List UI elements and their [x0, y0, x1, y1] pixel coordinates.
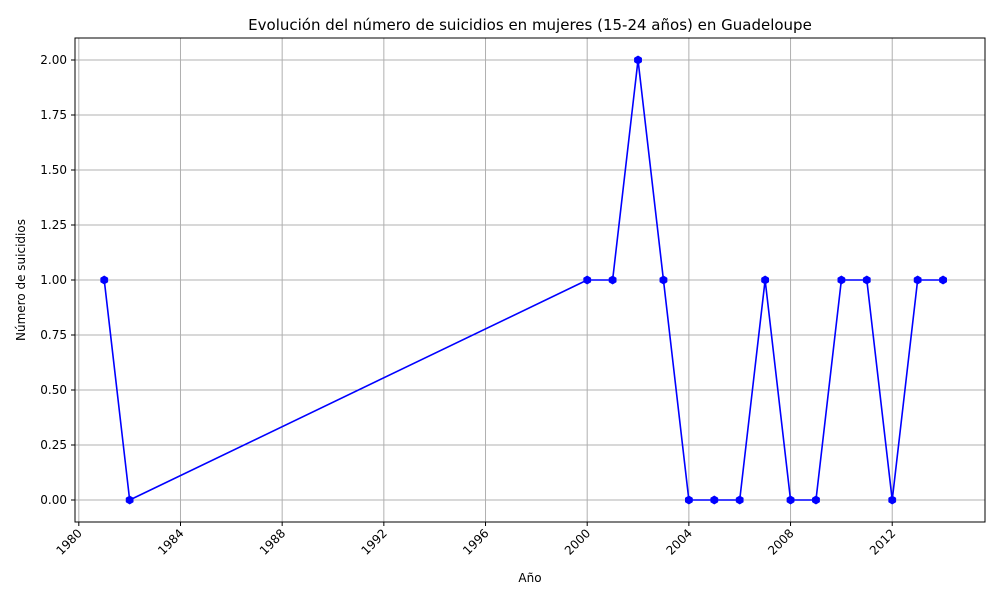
- data-point: [125, 495, 134, 505]
- data-point: [608, 275, 617, 285]
- y-tick-label: 0.75: [40, 328, 67, 342]
- x-axis-label: Año: [518, 571, 541, 585]
- data-point: [735, 495, 744, 505]
- y-tick-label: 1.50: [40, 163, 67, 177]
- series-layer: [100, 55, 947, 505]
- data-point: [710, 495, 719, 505]
- plot-frame: [74, 37, 986, 523]
- y-tick-label: 1.75: [40, 108, 67, 122]
- y-tick-label: 0.00: [40, 493, 67, 507]
- data-point: [837, 275, 846, 285]
- data-point: [583, 275, 592, 285]
- y-tick-label: 1.00: [40, 273, 67, 287]
- y-tick-label: 0.25: [40, 438, 67, 452]
- y-tick-label: 1.25: [40, 218, 67, 232]
- data-point: [913, 275, 922, 285]
- data-point: [659, 275, 668, 285]
- data-point: [761, 275, 770, 285]
- y-tick-label: 2.00: [40, 53, 67, 67]
- y-tick-label: 0.50: [40, 383, 67, 397]
- data-point: [786, 495, 795, 505]
- data-point: [100, 275, 109, 285]
- chart-title: Evolución del número de suicidios en muj…: [248, 16, 812, 34]
- data-point: [862, 275, 871, 285]
- grid: [75, 38, 985, 522]
- data-point: [888, 495, 897, 505]
- y-axis-label: Número de suicidios: [14, 219, 28, 341]
- data-point: [812, 495, 820, 505]
- data-point: [939, 275, 947, 285]
- data-point: [684, 495, 693, 505]
- data-point: [634, 55, 642, 65]
